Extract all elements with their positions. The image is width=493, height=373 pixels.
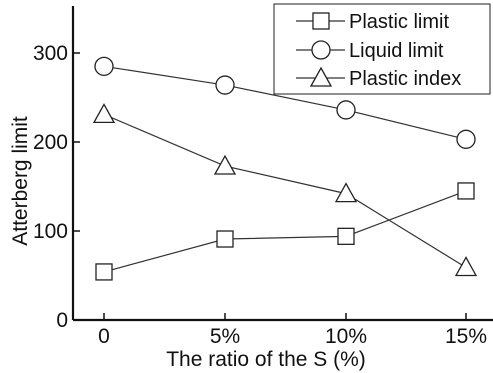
x-tick-label: 10% <box>325 325 367 348</box>
legend-square-marker <box>312 12 330 30</box>
legend-label-plastic-limit: Plastic limit <box>349 11 449 33</box>
legend-triangle-marker <box>309 66 333 87</box>
point-plastic-index <box>454 256 478 277</box>
point-plastic-limit <box>95 263 113 281</box>
legend-circle-marker <box>311 40 331 60</box>
y-ticks: 0 100 200 300 <box>33 42 80 332</box>
point-plastic-limit <box>457 182 475 200</box>
x-axis-label: The ratio of the S (%) <box>166 348 366 371</box>
legend-box <box>273 3 491 95</box>
legend-item-liquid-limit: Liquid limit <box>296 40 444 62</box>
series-line-plastic-index <box>103 113 467 269</box>
x-tick-label: 5% <box>210 325 240 348</box>
point-plastic-index <box>213 154 237 175</box>
legend-item-plastic-index: Plastic index <box>296 66 461 90</box>
point-plastic-limit <box>337 227 355 245</box>
legend-item-plastic-limit: Plastic limit <box>296 11 449 33</box>
y-tick-label: 200 <box>33 131 68 154</box>
legend-label-liquid-limit: Liquid limit <box>349 40 444 62</box>
x-ticks: 0 5% 10% 15% <box>98 313 487 348</box>
y-tick-label: 300 <box>33 42 68 65</box>
point-liquid-limit <box>456 129 476 149</box>
point-plastic-limit <box>216 230 234 248</box>
point-plastic-index <box>334 182 358 203</box>
y-tick-label: 100 <box>33 220 68 243</box>
y-axis-label: Atterberg limit <box>9 116 32 246</box>
series-line-plastic-limit <box>103 190 467 273</box>
x-tick-label: 15% <box>445 325 487 348</box>
series-line-liquid-limit <box>103 65 467 140</box>
point-liquid-limit <box>215 75 235 95</box>
y-tick-label: 0 <box>56 309 68 332</box>
legend-label-plastic-index: Plastic index <box>349 68 461 90</box>
series-group <box>92 56 478 281</box>
legend: Plastic limit Liquid limit Plastic index <box>273 3 491 95</box>
point-liquid-limit <box>336 100 356 120</box>
point-plastic-index <box>92 103 116 124</box>
point-liquid-limit <box>94 56 114 76</box>
x-tick-label: 0 <box>98 325 110 348</box>
